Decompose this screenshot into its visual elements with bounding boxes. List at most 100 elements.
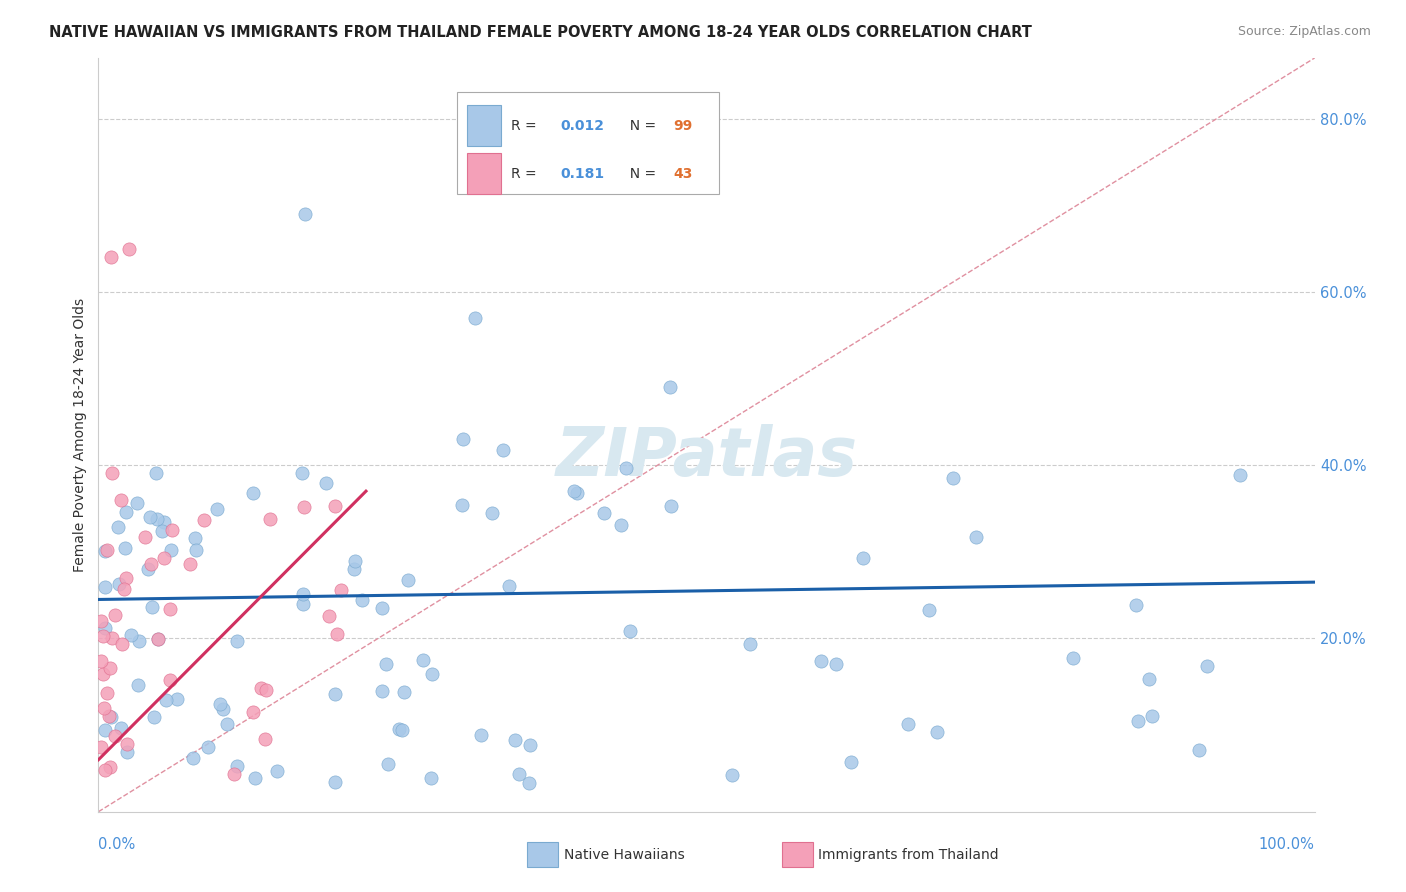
Point xyxy=(243,771,266,785)
Point xyxy=(567,486,589,500)
Point xyxy=(323,687,346,701)
Point xyxy=(294,207,316,221)
Point xyxy=(139,557,162,571)
Point xyxy=(1140,709,1163,723)
Point xyxy=(481,506,503,520)
Point xyxy=(253,732,276,747)
Point xyxy=(212,701,235,715)
Point xyxy=(110,721,132,735)
Text: NATIVE HAWAIIAN VS IMMIGRANTS FROM THAILAND FEMALE POVERTY AMONG 18-24 YEAR OLDS: NATIVE HAWAIIAN VS IMMIGRANTS FROM THAIL… xyxy=(49,25,1032,40)
Point xyxy=(291,587,314,601)
Point xyxy=(610,518,633,533)
Point xyxy=(97,709,120,723)
Point xyxy=(114,541,136,555)
Point xyxy=(1126,714,1149,728)
Point xyxy=(659,380,682,394)
Point xyxy=(290,466,312,480)
Point xyxy=(226,634,249,648)
Text: Source: ZipAtlas.com: Source: ZipAtlas.com xyxy=(1237,25,1371,38)
Point xyxy=(120,627,142,641)
Point xyxy=(100,631,122,645)
Text: 99: 99 xyxy=(673,119,693,133)
Text: R =: R = xyxy=(510,167,546,181)
Point xyxy=(153,515,176,529)
Point xyxy=(740,637,762,651)
Point xyxy=(242,485,264,500)
Point xyxy=(142,710,165,724)
Text: N =: N = xyxy=(621,167,661,181)
Point xyxy=(107,520,129,534)
Point xyxy=(388,722,411,736)
Point xyxy=(159,602,181,616)
Point xyxy=(897,717,920,731)
Point xyxy=(377,757,399,772)
Point xyxy=(224,766,246,780)
Point xyxy=(1229,468,1251,483)
FancyBboxPatch shape xyxy=(457,92,718,194)
Text: Native Hawaiians: Native Hawaiians xyxy=(564,847,685,862)
Point xyxy=(179,557,201,571)
Point xyxy=(965,530,987,544)
Point xyxy=(519,738,541,752)
Point xyxy=(1125,598,1147,612)
Point xyxy=(226,759,249,773)
Point xyxy=(266,764,288,778)
Point xyxy=(343,554,366,568)
Point xyxy=(942,471,965,485)
Point xyxy=(420,771,443,785)
Text: 100.0%: 100.0% xyxy=(1258,838,1315,852)
Point xyxy=(159,543,181,558)
Point xyxy=(146,512,169,526)
Point xyxy=(592,506,614,520)
Point xyxy=(412,653,434,667)
Point xyxy=(111,637,134,651)
Point xyxy=(108,577,131,591)
Text: ZIPatlas: ZIPatlas xyxy=(555,425,858,491)
Point xyxy=(323,499,346,513)
Point xyxy=(259,512,281,526)
Point xyxy=(152,551,174,566)
Point xyxy=(134,530,156,544)
Point xyxy=(323,775,346,789)
Point xyxy=(145,466,167,480)
Point xyxy=(918,603,941,617)
Point xyxy=(330,582,353,597)
Point xyxy=(112,582,135,596)
Point xyxy=(118,242,141,256)
FancyBboxPatch shape xyxy=(467,153,501,194)
Point xyxy=(352,593,374,607)
Point xyxy=(184,531,207,545)
Point xyxy=(1195,659,1218,673)
Point xyxy=(315,475,337,490)
Point xyxy=(374,657,396,671)
Point xyxy=(250,681,273,695)
Point xyxy=(94,580,117,594)
Point xyxy=(93,701,115,715)
Point xyxy=(96,686,118,700)
Point xyxy=(98,660,121,674)
Point xyxy=(193,513,215,527)
Point xyxy=(254,683,277,698)
Point xyxy=(100,250,122,264)
Point xyxy=(110,493,132,508)
Point xyxy=(94,544,117,558)
Point xyxy=(115,571,138,585)
Point xyxy=(1062,651,1084,665)
Point xyxy=(146,632,169,646)
Point xyxy=(217,716,239,731)
Point xyxy=(396,573,419,587)
Text: 0.012: 0.012 xyxy=(561,119,605,133)
FancyBboxPatch shape xyxy=(467,105,501,146)
Point xyxy=(100,466,122,480)
Point xyxy=(138,510,160,524)
Point xyxy=(181,751,204,765)
Point xyxy=(453,432,475,446)
Point xyxy=(205,501,228,516)
Point xyxy=(292,500,315,514)
Y-axis label: Female Poverty Among 18-24 Year Olds: Female Poverty Among 18-24 Year Olds xyxy=(73,298,87,572)
Point xyxy=(292,597,315,611)
Point xyxy=(160,523,183,537)
Point xyxy=(492,443,515,458)
Point xyxy=(420,666,443,681)
Point xyxy=(517,776,540,790)
